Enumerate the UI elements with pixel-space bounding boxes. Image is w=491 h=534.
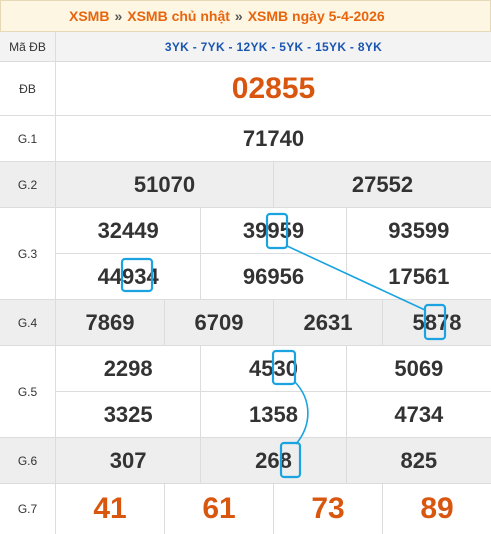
prize-number: 73 <box>274 484 383 534</box>
prize-row-g5: G.5 2298 4530 5069 3325 1358 4734 <box>0 346 491 438</box>
breadcrumb-link-date[interactable]: XSMB ngày 5-4-2026 <box>247 8 385 24</box>
prize-number: 93599 <box>388 217 450 243</box>
prize-number: 44934 <box>56 254 202 300</box>
prize-row-g2: G.2 51070 27552 <box>0 162 491 208</box>
special-code-label: Mã ĐB <box>0 32 56 61</box>
prize-row-g3: G.3 32449 39959 93599 44934 96956 17561 <box>0 208 491 300</box>
prize-number: 5878 <box>412 309 462 335</box>
prize-number: 7869 <box>56 300 165 345</box>
prize-number: 2298 <box>56 346 202 391</box>
prize-number: 825 <box>400 447 438 473</box>
prize-label-g2: G.2 <box>0 162 56 207</box>
prize-number: 51070 <box>56 162 274 207</box>
prize-number: 307 <box>56 438 202 483</box>
prize-number: 32449 <box>56 208 202 253</box>
prize-number: 4530 <box>201 346 347 391</box>
prize-number: 27552 <box>351 171 414 197</box>
prize-label-g4: G.4 <box>0 300 56 345</box>
special-codes: 3YK - 7YK - 12YK - 5YK - 15YK - 8YK <box>164 39 383 54</box>
prize-label-g7: G.7 <box>0 484 56 534</box>
prize-number: 268 <box>201 438 347 483</box>
breadcrumb-separator: » <box>234 8 243 24</box>
prize-row-db: ĐB 02855 <box>0 62 491 116</box>
prize-label-g1: G.1 <box>0 116 56 161</box>
breadcrumb-link-xsmb[interactable]: XSMB <box>69 8 110 24</box>
prize-label-g6: G.6 <box>0 438 56 483</box>
prize-number: 02855 <box>231 71 316 105</box>
prize-row-g6: G.6 307 268 825 <box>0 438 491 484</box>
prize-row-g7: G.7 41 61 73 89 <box>0 484 491 534</box>
prize-label-g5: G.5 <box>0 346 56 437</box>
prize-number: 89 <box>420 492 454 525</box>
special-code-row: Mã ĐB 3YK - 7YK - 12YK - 5YK - 15YK - 8Y… <box>0 32 491 62</box>
prize-number: 96956 <box>201 254 347 300</box>
prize-label-g3: G.3 <box>0 208 56 299</box>
prize-number: 71740 <box>242 125 305 151</box>
prize-number: 6709 <box>165 300 274 345</box>
prize-number: 1358 <box>201 392 347 438</box>
prize-label-db: ĐB <box>0 62 56 115</box>
breadcrumb-separator: » <box>114 8 123 24</box>
prize-row-g4: G.4 7869 6709 2631 5878 <box>0 300 491 346</box>
prize-number: 5069 <box>394 355 444 381</box>
prize-number: 61 <box>165 484 274 534</box>
prize-number: 4734 <box>394 402 444 427</box>
prize-number: 3325 <box>56 392 202 438</box>
prize-number: 2631 <box>274 300 383 345</box>
breadcrumb: XSMB » XSMB chủ nhật » XSMB ngày 5-4-202… <box>0 0 491 32</box>
prize-number: 39959 <box>201 208 347 253</box>
prize-number: 17561 <box>388 264 450 289</box>
breadcrumb-link-sunday[interactable]: XSMB chủ nhật <box>127 8 230 24</box>
prize-row-g1: G.1 71740 <box>0 116 491 162</box>
prize-number: 41 <box>56 484 165 534</box>
